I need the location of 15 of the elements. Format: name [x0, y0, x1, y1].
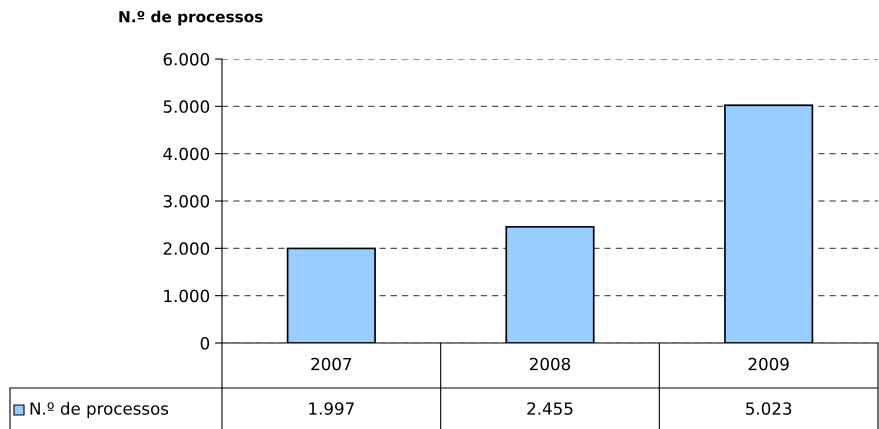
chart-title: N.º de processos	[119, 10, 263, 26]
x-tick-label: 2009	[748, 358, 789, 370]
x-tick-label: 2008	[530, 358, 570, 370]
data-label: 2.455	[527, 402, 572, 415]
y-tick-label: 2.000	[164, 242, 210, 255]
y-tick-label: 0	[200, 336, 210, 350]
y-tick-label: 4.000	[163, 148, 210, 160]
legend-label: N.º de processos	[30, 402, 168, 418]
y-tick-label: 5.000	[164, 100, 210, 113]
data-label: 1.997	[309, 402, 354, 415]
data-label: 5.023	[746, 402, 792, 415]
y-tick-label: 6.000	[164, 52, 210, 66]
y-tick-label: 3.000	[164, 194, 210, 208]
y-tick-label: 1.000	[164, 290, 210, 302]
x-tick-label: 2007	[311, 358, 352, 370]
